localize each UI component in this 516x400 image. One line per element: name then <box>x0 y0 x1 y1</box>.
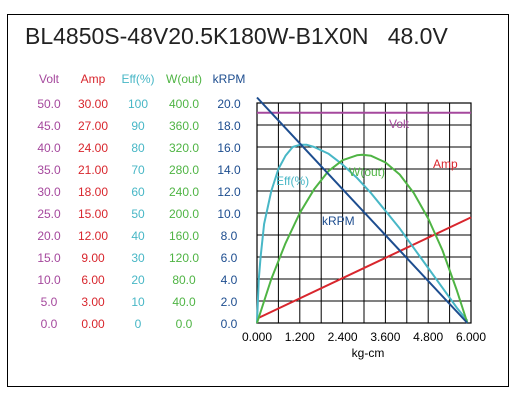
x-tick-label: 2.400 <box>328 330 358 344</box>
y-tick-label: 100 <box>128 97 148 111</box>
y-tick-label: 70 <box>131 163 145 177</box>
series-label-amp: Amp <box>433 157 458 171</box>
y-axis-header-volt: Volt <box>39 72 60 86</box>
chart-title: BL4850S-48V20.5K180W-B1X0N 48.0V <box>25 23 448 49</box>
y-tick-label: 60 <box>131 185 145 199</box>
y-tick-label: 360.0 <box>169 119 199 133</box>
y-tick-label: 200.0 <box>169 207 199 221</box>
y-tick-label: 160.0 <box>169 229 199 243</box>
y-tick-label: 240.0 <box>169 185 199 199</box>
y-tick-label: 20.0 <box>217 97 241 111</box>
y-tick-label: 25.0 <box>37 207 61 221</box>
series-label-wout: W(out) <box>349 165 385 179</box>
y-tick-label: 280.0 <box>169 163 199 177</box>
y-tick-label: 15.00 <box>78 207 108 221</box>
series-label-krpm: kRPM <box>322 214 355 228</box>
y-tick-label: 2.0 <box>221 295 238 309</box>
y-tick-label: 14.0 <box>217 163 241 177</box>
y-tick-label: 21.00 <box>78 163 108 177</box>
y-tick-label: 400.0 <box>169 97 199 111</box>
y-tick-label: 30.0 <box>37 185 61 199</box>
y-tick-label: 6.0 <box>221 251 238 265</box>
series-eff-line <box>256 143 469 324</box>
x-tick-label: 6.000 <box>456 330 486 344</box>
y-tick-label: 8.0 <box>221 229 238 243</box>
y-axis-header-krpm: kRPM <box>213 72 246 86</box>
y-tick-label: 9.00 <box>81 251 105 265</box>
y-tick-label: 35.0 <box>37 163 61 177</box>
y-tick-label: 30 <box>131 251 145 265</box>
y-tick-label: 0.0 <box>41 317 58 331</box>
y-tick-label: 18.00 <box>78 185 108 199</box>
y-tick-label: 10.0 <box>217 207 241 221</box>
y-tick-label: 40 <box>131 229 145 243</box>
y-tick-label: 320.0 <box>169 141 199 155</box>
x-tick-label: 1.200 <box>285 330 315 344</box>
y-tick-label: 20.0 <box>37 229 61 243</box>
x-tick-label: 4.800 <box>413 330 443 344</box>
y-tick-label: 3.00 <box>81 295 105 309</box>
y-tick-label: 6.00 <box>81 273 105 287</box>
y-tick-label: 80 <box>131 141 145 155</box>
y-axis-header-amp: Amp <box>81 72 106 86</box>
series-label-volt: Volt <box>389 117 410 131</box>
y-tick-label: 15.0 <box>37 251 61 265</box>
y-tick-label: 24.00 <box>78 141 108 155</box>
y-tick-label: 18.0 <box>217 119 241 133</box>
y-tick-label: 80.0 <box>172 273 196 287</box>
y-tick-label: 0.0 <box>176 317 193 331</box>
y-tick-label: 0.0 <box>221 317 238 331</box>
y-tick-label: 40.0 <box>37 141 61 155</box>
y-tick-label: 50 <box>131 207 145 221</box>
y-tick-label: 20 <box>131 273 145 287</box>
x-axis-label: kg-cm <box>352 346 385 360</box>
y-tick-label: 27.00 <box>78 119 108 133</box>
y-tick-label: 12.00 <box>78 229 108 243</box>
y-tick-label: 0.00 <box>81 317 105 331</box>
y-tick-label: 16.0 <box>217 141 241 155</box>
series-label-eff: Eff(%) <box>276 174 309 188</box>
series-krpm-line <box>256 96 469 324</box>
y-tick-label: 45.0 <box>37 119 61 133</box>
y-tick-label: 12.0 <box>217 185 241 199</box>
y-axis-header-wout: W(out) <box>166 72 202 86</box>
y-tick-label: 0 <box>135 317 142 331</box>
y-tick-label: 10.0 <box>37 273 61 287</box>
y-tick-label: 120.0 <box>169 251 199 265</box>
x-tick-label: 3.600 <box>370 330 400 344</box>
y-tick-label: 30.00 <box>78 97 108 111</box>
x-tick-label: 0.000 <box>242 330 272 344</box>
y-tick-label: 4.0 <box>221 273 238 287</box>
y-tick-label: 5.0 <box>41 295 58 309</box>
y-tick-label: 50.0 <box>37 97 61 111</box>
y-tick-label: 10 <box>131 295 145 309</box>
y-tick-label: 90 <box>131 119 145 133</box>
series-wout-line <box>256 153 469 324</box>
y-axis-header-eff: Eff(%) <box>121 72 154 86</box>
plot-border <box>256 102 472 324</box>
y-tick-label: 40.0 <box>172 295 196 309</box>
chart-frame <box>7 14 509 387</box>
